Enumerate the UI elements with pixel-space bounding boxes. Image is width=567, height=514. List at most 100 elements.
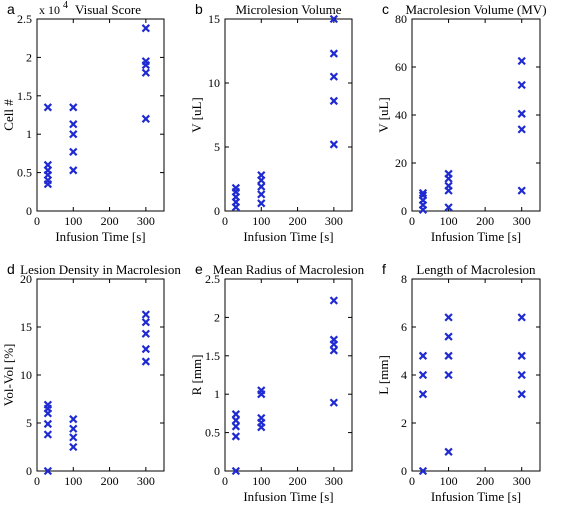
y-tick-label: 1 [214, 387, 220, 401]
x-axis-label: Infusion Time [s] [243, 489, 333, 504]
y-tick-label: 4 [401, 368, 407, 382]
data-point [43, 400, 53, 409]
data-point [257, 199, 266, 208]
x-tick-label: 0 [222, 214, 228, 228]
y-tick-label: 5 [214, 140, 220, 154]
data-point [43, 466, 53, 476]
data-point [329, 14, 339, 24]
data-point [444, 370, 453, 380]
y-tick-label: 2 [401, 416, 407, 430]
panel-title: Length of Macrolesion [416, 262, 536, 277]
y-axis-label: L [mm] [376, 355, 391, 395]
data-point [418, 351, 428, 360]
x-axis-label: Infusion Time [s] [243, 229, 333, 244]
data-point [329, 72, 339, 81]
panel-f: 0 100 200 300 0 2 4 6 8 f Length of Macrolesion Inf… [376, 261, 541, 504]
data-point [141, 357, 151, 366]
y-tick-label: 10 [208, 76, 220, 90]
x-tick-label: 100 [64, 214, 82, 228]
x-tick-label: 200 [289, 214, 307, 228]
y-tick-label: 40 [395, 108, 407, 122]
data-point [257, 182, 266, 191]
data-point [231, 410, 241, 419]
data-point [141, 318, 151, 327]
x-tick-label: 200 [101, 214, 119, 228]
y-axis-label: R [mm] [189, 355, 204, 396]
data-point [141, 57, 151, 66]
x-axis-label: Infusion Time [s] [55, 229, 145, 244]
panel-b: 0 100 200 300 0 5 10 15 b Microlesion Volume Infus… [189, 1, 353, 244]
data-point [329, 398, 339, 407]
data-point [231, 432, 241, 441]
x-tick-label: 100 [252, 474, 270, 488]
x-tick-label: 0 [222, 474, 228, 488]
panel-c: 0 100 200 300 0 20 40 60 80 c Macrolesion Volume (… [376, 1, 547, 244]
data-point [517, 186, 526, 195]
data-point [69, 433, 78, 442]
x-tick-label: 100 [64, 474, 82, 488]
panel-e: 0 100 200 300 0 0.5 1 1.5 2 2.5e Mean Radius of Ma… [189, 261, 365, 504]
y-tick-label: 1.5 [17, 89, 32, 103]
data-point [257, 176, 266, 185]
y-tick-label: 0 [214, 464, 220, 478]
data-point [257, 413, 266, 423]
x-tick-label: 300 [137, 214, 155, 228]
x-tick-label: 100 [440, 214, 458, 228]
y-tick-label: 0 [401, 204, 407, 218]
plot-frame [36, 278, 165, 472]
x-tick-label: 200 [476, 214, 494, 228]
y-tick-label: 2 [26, 50, 32, 64]
data-point [231, 183, 241, 193]
data-point [43, 176, 53, 185]
y-axis-label: V [uL] [376, 97, 391, 133]
panel-letter: f [382, 261, 386, 277]
data-point [517, 370, 526, 380]
y-tick-label: 1.5 [205, 349, 220, 363]
data-point [231, 422, 241, 431]
x-tick-label: 200 [101, 474, 119, 488]
panel-title: Visual Score [75, 2, 141, 17]
y-tick-label: 60 [395, 60, 407, 74]
data-point [517, 125, 526, 134]
panel-letter: a [7, 1, 15, 17]
panel-a: 0 100 200 300 0 0.5 1 1.5 2 2.5a x 10 4 Visual Score… [1, 0, 165, 244]
data-point [418, 390, 428, 399]
data-point [329, 296, 339, 305]
data-point [69, 415, 78, 424]
panel-letter: d [7, 261, 15, 277]
data-point [69, 130, 78, 139]
x-tick-label: 100 [252, 214, 270, 228]
y-tick-label: 0 [214, 204, 220, 218]
data-point [517, 390, 526, 399]
data-point [329, 346, 339, 355]
y-tick-label: 5 [26, 416, 32, 430]
data-point [43, 103, 53, 112]
y-tick-label: 0.5 [17, 166, 32, 180]
data-point [329, 335, 339, 344]
data-point [418, 370, 428, 380]
data-point [69, 166, 78, 175]
x-tick-label: 300 [325, 214, 343, 228]
x-tick-label: 200 [289, 474, 307, 488]
exponent-power: 4 [63, 0, 68, 11]
data-point [517, 313, 526, 322]
x-tick-label: 300 [513, 214, 531, 228]
panel-title: Lesion Density in Macrolesion [20, 262, 181, 277]
data-point [329, 140, 339, 149]
y-tick-label: 2 [214, 310, 220, 324]
y-axis-label: Vol-Vol [%] [1, 344, 16, 407]
data-point [69, 442, 78, 452]
x-axis-label: Infusion Time [s] [431, 489, 521, 504]
data-point [517, 80, 526, 90]
data-point [329, 96, 339, 106]
y-tick-label: 15 [208, 12, 220, 26]
data-point [141, 114, 151, 123]
data-point [69, 424, 78, 433]
x-tick-label: 300 [137, 474, 155, 488]
x-tick-label: 0 [409, 474, 415, 488]
panel-title: Microlesion Volume [235, 2, 341, 17]
data-point [141, 344, 151, 354]
y-tick-label: 10 [20, 368, 32, 382]
x-tick-label: 300 [513, 474, 531, 488]
data-point [141, 24, 151, 33]
